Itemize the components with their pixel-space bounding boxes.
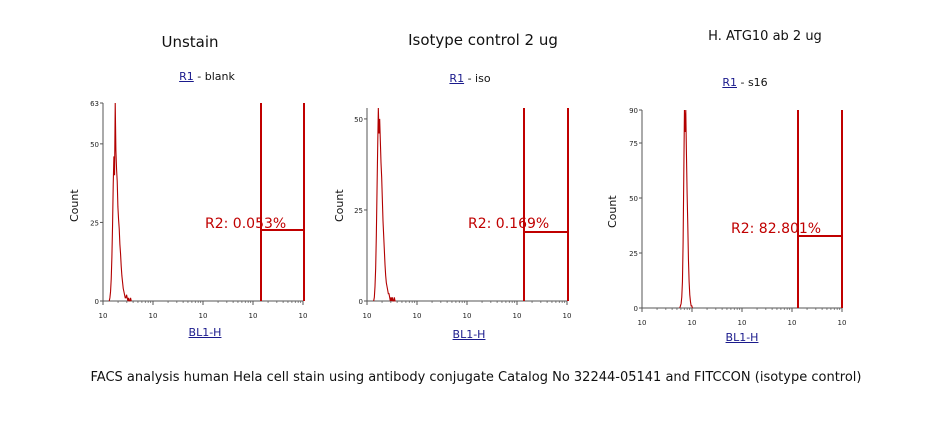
x-tick-label: 10	[563, 312, 572, 320]
gate-sample-name: - blank	[193, 70, 235, 83]
x-tick-label: 10	[788, 319, 797, 327]
histogram-series	[108, 102, 132, 302]
x-tick-label: 10	[149, 312, 158, 320]
gate-label: R1 - s16	[722, 76, 767, 89]
x-tick-label: 10	[363, 312, 372, 320]
y-tick-label: 25	[354, 207, 363, 215]
gate-sample-name: - s16	[736, 76, 768, 89]
gate-label: R1 - blank	[179, 70, 235, 83]
x-tick-label: 10	[463, 312, 472, 320]
x-tick-label: 10	[249, 312, 258, 320]
histogram-series	[679, 109, 693, 309]
x-tick-label: 10	[638, 319, 647, 327]
chart-title: Isotype control 2 ug	[408, 31, 558, 49]
x-axis-label[interactable]: BL1-H	[188, 326, 222, 339]
gate-name-link[interactable]: R1	[449, 72, 465, 85]
y-tick-label: 50	[90, 141, 99, 149]
y-tick-label: 63	[90, 100, 99, 108]
region-percentage-label: R2: 0.053%	[205, 216, 286, 232]
y-tick-label: 0	[95, 298, 99, 306]
x-tick-label: 10	[838, 319, 847, 327]
x-tick-label: 10	[99, 312, 108, 320]
x-axis-label[interactable]: BL1-H	[725, 331, 759, 344]
x-tick-label: 10	[199, 312, 208, 320]
histogram-plot: 0 25 50 75 90 10 10 10 10 10 R2: 82.801%	[629, 107, 847, 327]
x-tick-label: 10	[513, 312, 522, 320]
x-tick-label: 10	[738, 319, 747, 327]
histogram-plot: 0 25 50 10 10 10 10 10 R2: 0.169%	[354, 107, 572, 320]
x-tick-label: 10	[688, 319, 697, 327]
x-tick-label: 10	[413, 312, 422, 320]
y-tick-label: 50	[629, 195, 638, 203]
axis-lines	[641, 110, 842, 309]
region-percentage-label: R2: 82.801%	[731, 221, 821, 237]
y-tick-label: 50	[354, 116, 363, 124]
chart-title: Unstain	[161, 33, 219, 51]
y-tick-label: 25	[629, 250, 638, 258]
gate-sample-name: - iso	[464, 72, 491, 85]
y-tick-label: 25	[90, 219, 99, 227]
region-percentage-label: R2: 0.169%	[468, 216, 549, 232]
x-axis-label[interactable]: BL1-H	[452, 328, 486, 341]
gate-name-link[interactable]: R1	[179, 70, 194, 83]
chart-title: H. ATG10 ab 2 ug	[708, 29, 822, 44]
histogram-series	[373, 107, 396, 302]
x-tick-label: 10	[299, 312, 308, 320]
gate-name-link[interactable]: R1	[722, 76, 737, 89]
figure-caption: FACS analysis human Hela cell stain usin…	[90, 370, 862, 385]
y-tick-label: 0	[634, 305, 638, 313]
y-tick-label: 0	[359, 298, 363, 306]
y-tick-label: 90	[629, 107, 638, 115]
gate-label: R1 - iso	[449, 72, 490, 85]
histogram-plot: 0 25 50 63 10 10 10 10 10 R2: 0.053%	[90, 100, 308, 320]
y-tick-label: 75	[629, 140, 638, 148]
